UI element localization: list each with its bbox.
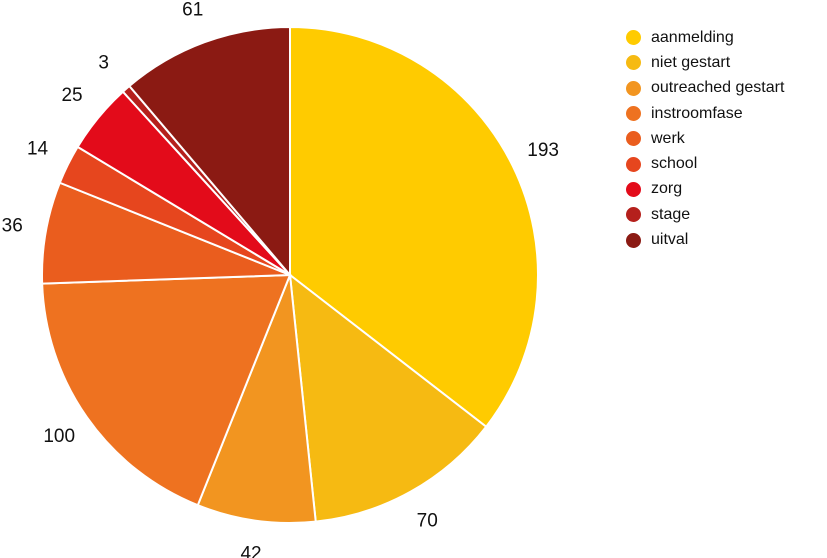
legend-swatch [626, 207, 641, 223]
chart-legend: aanmelding niet gestart outreached gestart… [626, 25, 784, 253]
pie-slice-0 [289, 25, 539, 429]
legend-label: school [651, 155, 698, 173]
legend-swatch [626, 181, 641, 197]
legend-item-3: instroomfase [626, 101, 784, 126]
pie-data-labels: 193 70 42 100 36 14 25 3 61 [2, 0, 559, 558]
legend-label: instroomfase [651, 104, 743, 122]
legend-item-4: werk [626, 126, 784, 151]
legend-swatch [626, 232, 641, 248]
data-label-8: 61 [182, 0, 203, 20]
legend-label: stage [651, 205, 691, 223]
legend-item-2: outreached gestart [626, 76, 784, 101]
legend-label: zorg [651, 180, 683, 198]
legend-label: outreached gestart [651, 79, 785, 97]
pie-slice-3 [41, 273, 292, 507]
legend-swatch [626, 55, 641, 71]
pie-slices [41, 25, 539, 524]
data-label-4: 36 [2, 215, 23, 236]
legend-label: werk [651, 129, 685, 147]
legend-item-7: stage [626, 202, 784, 227]
legend-item-0: aanmelding [626, 25, 784, 50]
legend-item-8: uitval [626, 227, 784, 252]
data-label-0: 193 [527, 140, 559, 161]
legend-label: uitval [651, 231, 689, 249]
legend-label: niet gestart [651, 53, 731, 71]
data-label-2: 42 [240, 543, 261, 558]
legend-swatch [626, 156, 641, 172]
legend-item-6: zorg [626, 177, 784, 202]
data-label-7: 3 [98, 52, 109, 73]
legend-item-5: school [626, 151, 784, 176]
data-label-3: 100 [43, 426, 75, 447]
data-label-6: 25 [61, 85, 82, 106]
legend-label: aanmelding [651, 28, 734, 46]
legend-swatch [626, 80, 641, 96]
legend-swatch [626, 30, 641, 46]
data-label-1: 70 [417, 510, 438, 531]
data-label-5: 14 [27, 138, 49, 159]
pie-chart: 193 70 42 100 36 14 25 3 61 [2, 0, 559, 558]
legend-swatch [626, 106, 641, 122]
legend-swatch [626, 131, 641, 147]
pie-slice-2 [196, 274, 317, 524]
pie-slice-8 [127, 25, 291, 278]
pie-slice-1 [288, 272, 488, 523]
legend-item-1: niet gestart [626, 50, 784, 75]
